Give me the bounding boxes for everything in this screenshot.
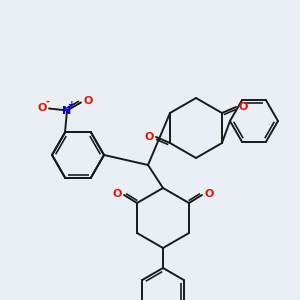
Text: O: O [204, 189, 214, 199]
Text: O: O [144, 132, 154, 142]
Text: N: N [62, 106, 72, 116]
Text: +: + [68, 100, 76, 109]
Text: -: - [46, 97, 50, 106]
Text: O: O [83, 97, 93, 106]
Text: O: O [37, 103, 47, 113]
Text: O: O [238, 102, 248, 112]
Text: O: O [112, 189, 122, 199]
